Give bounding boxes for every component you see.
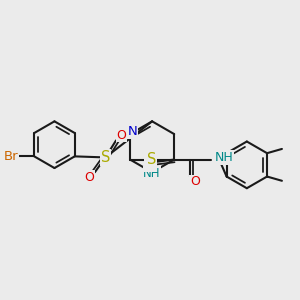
Text: S: S xyxy=(101,150,110,165)
Text: O: O xyxy=(85,171,94,184)
Text: S: S xyxy=(147,152,156,167)
Text: O: O xyxy=(116,129,126,142)
Text: O: O xyxy=(190,175,200,188)
Text: N: N xyxy=(127,125,137,139)
Text: Br: Br xyxy=(4,150,18,163)
Text: NH: NH xyxy=(143,167,161,180)
Text: NH: NH xyxy=(215,151,234,164)
Text: O: O xyxy=(145,158,155,171)
